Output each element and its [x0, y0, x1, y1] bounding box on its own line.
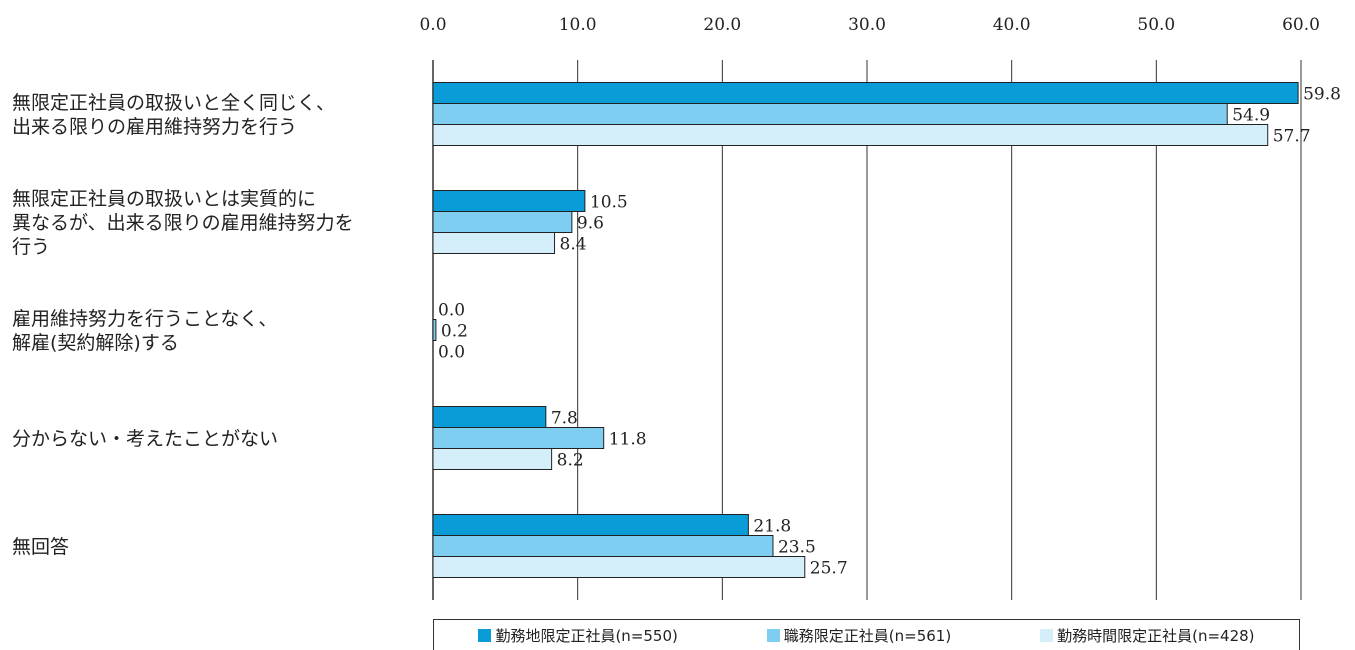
value-labels: 59.8 54.957.7 10.59.68.4 0.00.20.0 7.8 11.8 8.… [438, 85, 1341, 579]
x-tick-label-3: 30.0 [848, 15, 886, 35]
legend-swatch-1 [766, 628, 780, 642]
x-axis-ticks: 0.0 10.0 20.0 30.0 40.0 50.0 60.0 [419, 15, 1319, 35]
x-tick-label-2: 20.0 [703, 15, 741, 35]
legend-label-1: 職務限定正社員(n=561) [783, 626, 952, 645]
category-label-1-line-2: 行う [12, 236, 50, 258]
x-tick-label-6: 60.0 [1282, 15, 1320, 35]
value-label-s2-c0: 57.7 [1273, 127, 1311, 147]
category-label-1-line-1: 異なるが、出来る限りの雇用維持努力を [12, 212, 354, 234]
gridlines [432, 60, 1302, 600]
legend-item-2: 勤務時間限定正社員(n=428) [1040, 625, 1255, 646]
bar-s1-c4 [432, 535, 774, 557]
category-label-4-line-0: 無回答 [12, 536, 69, 558]
category-label-2-line-0: 雇用維持努力を行うことなく、 [12, 308, 277, 330]
value-label-s2-c2: 0.0 [438, 343, 465, 363]
bars [432, 82, 1299, 578]
category-labels: 無限定正社員の取扱いと全く同じく、出来る限りの雇用維持努力を行う無限定正社員の取… [12, 92, 354, 558]
value-label-s1-c3: 11.8 [609, 430, 647, 450]
x-tick-label-4: 40.0 [993, 15, 1031, 35]
bar-s1-c3 [432, 427, 605, 449]
legend: 勤務地限定正社員(n=550) 職務限定正社員(n=561) 勤務時間限定正社員… [433, 619, 1300, 650]
category-label-1-line-0: 無限定正社員の取扱いとは実質的に [12, 188, 316, 210]
legend-item-0: 勤務地限定正社員(n=550) [478, 625, 678, 646]
bar-s0-c0 [432, 82, 1299, 104]
legend-swatch-2 [1040, 628, 1054, 642]
x-tick-label-5: 50.0 [1137, 15, 1175, 35]
x-tick-label-1: 10.0 [559, 15, 597, 35]
value-label-s0-c1: 10.5 [590, 193, 628, 213]
bar-s2-c3 [432, 448, 553, 470]
bar-s1-c2 [432, 319, 437, 341]
category-label-0-line-1: 出来る限りの雇用維持努力を行う [12, 116, 297, 138]
legend-item-1: 職務限定正社員(n=561) [766, 625, 952, 646]
legend-label-2: 勤務時間限定正社員(n=428) [1057, 626, 1255, 645]
legend-swatch-0 [478, 628, 492, 642]
value-label-s1-c4: 23.5 [778, 538, 816, 558]
bar-s1-c0 [432, 103, 1228, 125]
bar-s2-c4 [432, 556, 806, 578]
value-label-s0-c3: 7.8 [551, 409, 578, 429]
bar-s0-c1 [432, 190, 586, 212]
value-label-s1-c0: 54.9 [1232, 106, 1270, 126]
category-label-0-line-0: 無限定正社員の取扱いと全く同じく、 [12, 92, 335, 114]
category-label-3-line-0: 分からない・考えたことがない [12, 428, 278, 450]
bar-s2-c1 [432, 232, 556, 254]
value-label-s2-c3: 8.2 [557, 451, 584, 471]
value-label-s1-c2: 0.2 [441, 322, 468, 342]
bar-s0-c3 [432, 406, 547, 428]
value-label-s0-c4: 21.8 [753, 517, 791, 537]
value-label-s0-c0: 59.8 [1303, 85, 1341, 105]
bar-s2-c0 [432, 124, 1269, 146]
value-label-s2-c1: 8.4 [560, 235, 587, 255]
x-tick-label-0: 0.0 [419, 15, 446, 35]
category-label-2-line-1: 解雇(契約解除)する [12, 332, 179, 354]
value-label-s0-c2: 0.0 [438, 301, 465, 321]
bar-s1-c1 [432, 211, 573, 233]
legend-label-0: 勤務地限定正社員(n=550) [495, 626, 678, 645]
value-label-s2-c4: 25.7 [810, 559, 848, 579]
value-label-s1-c1: 9.6 [577, 214, 604, 234]
bar-s0-c4 [432, 514, 749, 536]
